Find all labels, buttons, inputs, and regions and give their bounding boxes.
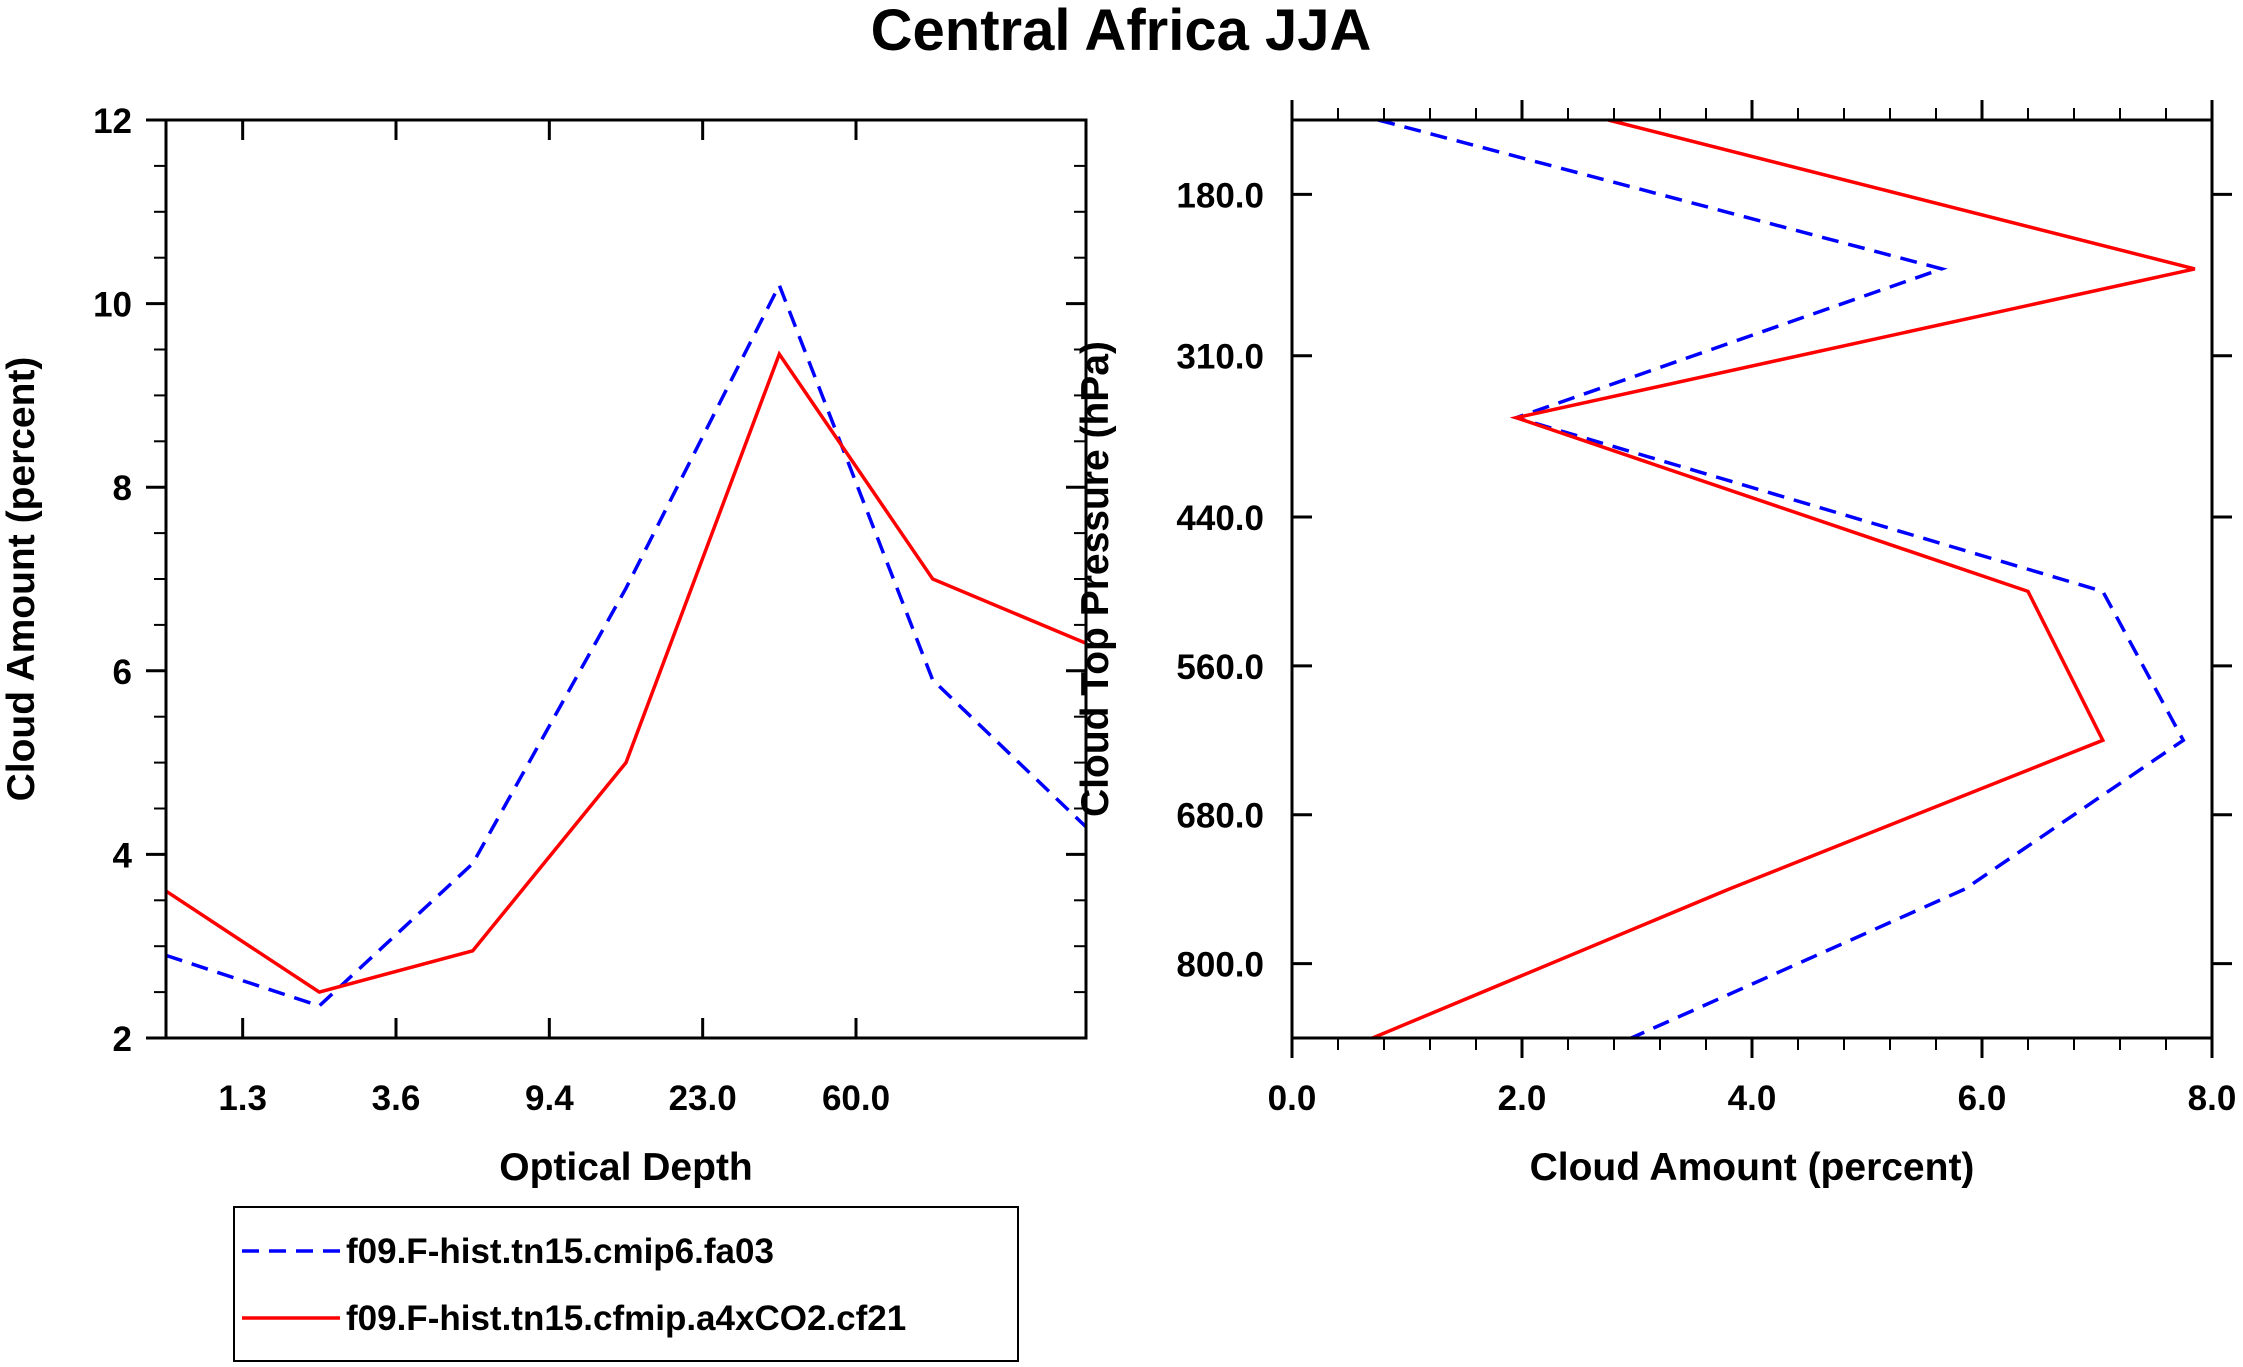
right-x-axis-label: Cloud Amount (percent) (1530, 1146, 1975, 1189)
right-y-tick-label-0: 180.0 (1176, 176, 1264, 215)
right-x-tick-label-2: 4.0 (1728, 1079, 1777, 1118)
right-y-tick-label-4: 680.0 (1176, 797, 1264, 836)
left-x-axis-label: Optical Depth (499, 1146, 753, 1189)
left-y-tick-label-1: 4 (113, 836, 133, 875)
left-x-tick-label-4: 60.0 (822, 1079, 890, 1118)
left-x-tick-label-3: 23.0 (669, 1079, 737, 1118)
right-y-axis-label: Cloud Top Pressure (hPa) (1074, 341, 1117, 817)
legend-label-a4xco2: f09.F-hist.tn15.cfmip.a4xCO2.cf21 (346, 1299, 906, 1338)
left-y-tick-label-5: 12 (93, 102, 132, 141)
left-series-line-1 (165, 350, 1087, 994)
right-series-line-0 (1377, 118, 2186, 1040)
left-plot-frame (164, 118, 1088, 1040)
right-y-tick-label-5: 800.0 (1176, 946, 1264, 985)
left-y-axis-label: Cloud Amount (percent) (0, 357, 43, 802)
legend-box (233, 1206, 1019, 1362)
right-x-tick-label-3: 6.0 (1958, 1079, 2007, 1118)
right-x-tick-label-1: 2.0 (1498, 1079, 1547, 1118)
right-x-tick-label-0: 0.0 (1268, 1079, 1317, 1118)
left-x-tick-label-2: 9.4 (525, 1079, 574, 1118)
left-x-tick-label-1: 3.6 (372, 1079, 421, 1118)
left-y-tick-label-4: 10 (93, 286, 132, 325)
legend: f09.F-hist.tn15.cmip6.fa03 f09.F-hist.tn… (233, 1206, 1019, 1362)
left-y-tick-label-0: 2 (113, 1020, 132, 1059)
chart-title: Central Africa JJA (871, 0, 1372, 63)
right-y-tick-label-2: 440.0 (1176, 499, 1264, 538)
left-y-tick-label-2: 6 (113, 653, 132, 692)
right-x-tick-label-4: 8.0 (2188, 1079, 2237, 1118)
right-y-tick-label-3: 560.0 (1176, 648, 1264, 687)
left-series-line-0 (165, 280, 1088, 1008)
legend-label-cmip6: f09.F-hist.tn15.cmip6.fa03 (346, 1232, 774, 1271)
left-x-tick-label-0: 1.3 (218, 1079, 267, 1118)
right-panel-pressure-profile: 0.0 2.0 4.0 6.0 8.0 180.0 310.0 440.0 560.0 680.0… (1074, 100, 2236, 1189)
left-y-tick-label-3: 8 (113, 469, 132, 508)
right-series-line-1 (1371, 118, 2196, 1040)
right-plot-frame (1290, 118, 2214, 1040)
right-y-tick-label-1: 310.0 (1176, 338, 1264, 377)
